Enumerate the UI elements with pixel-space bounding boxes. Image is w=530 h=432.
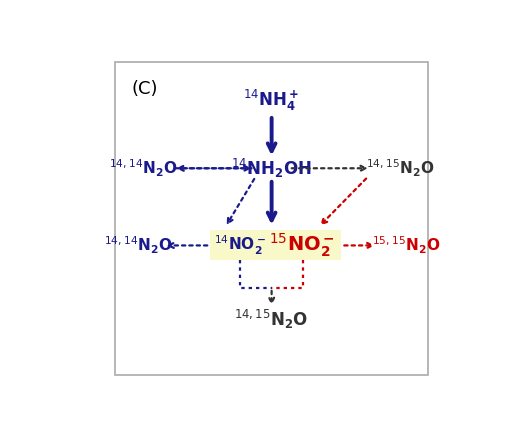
Text: $^{14}\mathbf{NH_4^+}$: $^{14}\mathbf{NH_4^+}$ [243, 88, 300, 113]
Text: $^{15,15}\mathbf{N_2O}$: $^{15,15}\mathbf{N_2O}$ [372, 235, 440, 256]
Text: $^{15}\mathbf{NO_2^-}$: $^{15}\mathbf{NO_2^-}$ [269, 232, 334, 259]
Text: $^{14,15}\mathbf{N_2O}$: $^{14,15}\mathbf{N_2O}$ [234, 308, 309, 331]
Bar [210, 230, 341, 260]
Text: $^{14,15}\mathbf{N_2O}$: $^{14,15}\mathbf{N_2O}$ [366, 158, 434, 179]
Text: (C): (C) [132, 80, 158, 98]
Text: $^{14}\mathbf{NH_2OH}$: $^{14}\mathbf{NH_2OH}$ [231, 157, 312, 180]
Text: $^{14}\mathbf{NO_2^-}$: $^{14}\mathbf{NO_2^-}$ [214, 234, 266, 257]
Text: $^{14,14}\mathbf{N_2O}$: $^{14,14}\mathbf{N_2O}$ [109, 158, 178, 179]
Text: $^{14,14}\mathbf{N_2O}$: $^{14,14}\mathbf{N_2O}$ [104, 235, 173, 256]
